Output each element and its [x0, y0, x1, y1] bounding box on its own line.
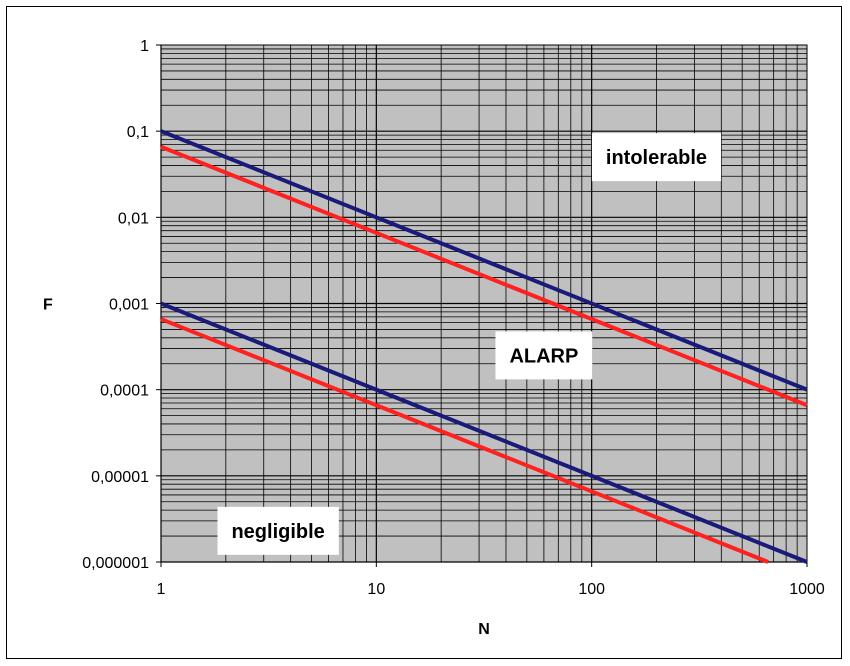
series-line — [160, 129, 808, 392]
series-lines — [160, 129, 808, 564]
x-axis-label: N — [478, 621, 490, 638]
fn-curve-chart: 1 10 100 1000 1 0,1 0,01 0,001 0,0001 0,00001 0,00… — [43, 38, 825, 638]
y-tick-label: 0,1 — [127, 124, 149, 141]
grid — [160, 45, 807, 563]
region-label: negligible — [217, 506, 339, 555]
y-axis-label: F — [43, 297, 53, 314]
region-labels: intolerable ALARP negligible — [217, 133, 722, 555]
y-tick-label: 0,0001 — [100, 383, 149, 400]
region-label-text: intolerable — [606, 147, 707, 169]
series-line — [160, 144, 808, 408]
region-label-box — [495, 331, 593, 380]
region-label: intolerable — [591, 133, 722, 182]
series-line — [160, 301, 808, 564]
y-tick-label: 0,00001 — [91, 469, 149, 486]
y-tick-label: 0,01 — [118, 210, 149, 227]
region-label-box — [591, 133, 722, 182]
region-label-text: negligible — [231, 521, 324, 543]
region-label-box — [217, 506, 339, 555]
x-tick-label: 10 — [367, 581, 385, 598]
x-tick-label: 1000 — [789, 581, 825, 598]
x-tick-label: 100 — [578, 581, 605, 598]
series-line — [160, 317, 769, 564]
y-tick-label: 0,001 — [109, 297, 149, 314]
y-tick-label: 1 — [140, 38, 149, 55]
axis-ticks: 1 10 100 1000 1 0,1 0,01 0,001 0,0001 0,00001 0,00… — [82, 38, 825, 598]
region-label-text: ALARP — [509, 345, 578, 367]
chart-frame: 1 10 100 1000 1 0,1 0,01 0,001 0,0001 0,00001 0,00… — [6, 6, 842, 659]
x-tick-label: 1 — [157, 581, 166, 598]
y-tick-label: 0,000001 — [82, 555, 149, 572]
region-label: ALARP — [495, 331, 593, 380]
